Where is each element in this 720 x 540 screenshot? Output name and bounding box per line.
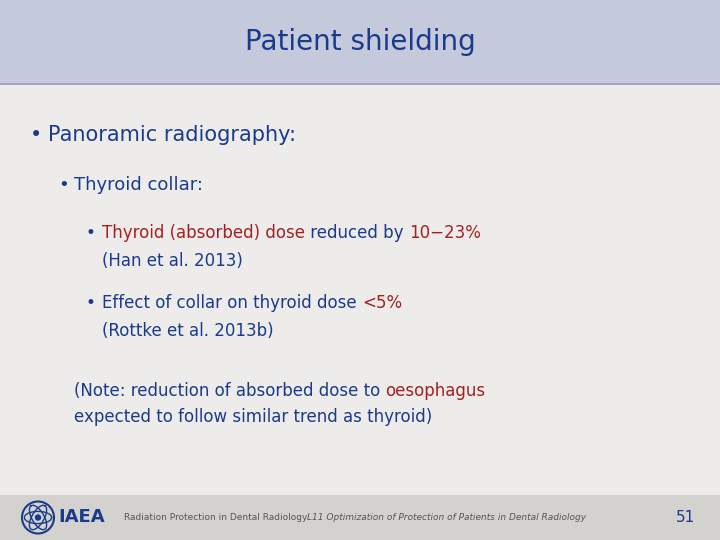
Text: •: • [58, 176, 68, 194]
Text: 10−23%: 10−23% [409, 224, 481, 242]
Circle shape [35, 515, 40, 520]
Bar [0, 0, 720, 83]
Text: oesophagus: oesophagus [385, 382, 485, 400]
Text: •: • [86, 294, 96, 312]
Text: IAEA: IAEA [58, 509, 104, 526]
Text: expected to follow similar trend as thyroid): expected to follow similar trend as thyr… [74, 408, 432, 426]
Text: •: • [30, 125, 42, 145]
Text: (Han et al. 2013): (Han et al. 2013) [102, 252, 243, 270]
Text: Panoramic radiography:: Panoramic radiography: [48, 125, 296, 145]
Text: L11 Optimization of Protection of Patients in Dental Radiology: L11 Optimization of Protection of Patien… [307, 513, 586, 522]
Text: (Rottke et al. 2013b): (Rottke et al. 2013b) [102, 322, 274, 340]
Text: <5%: <5% [362, 294, 402, 312]
Text: 51: 51 [675, 510, 695, 525]
Text: •: • [86, 224, 96, 242]
Text: Thyroid (absorbed) dose: Thyroid (absorbed) dose [102, 224, 305, 242]
Text: (Note: reduction of absorbed dose to: (Note: reduction of absorbed dose to [74, 382, 385, 400]
Text: Radiation Protection in Dental Radiology: Radiation Protection in Dental Radiology [125, 513, 307, 522]
Bar [0, 495, 720, 540]
Text: Thyroid collar:: Thyroid collar: [74, 176, 203, 194]
Text: Patient shielding: Patient shielding [245, 28, 475, 56]
Bar [0, 83, 720, 85]
Text: Effect of collar on thyroid dose: Effect of collar on thyroid dose [102, 294, 362, 312]
Text: reduced by: reduced by [305, 224, 409, 242]
